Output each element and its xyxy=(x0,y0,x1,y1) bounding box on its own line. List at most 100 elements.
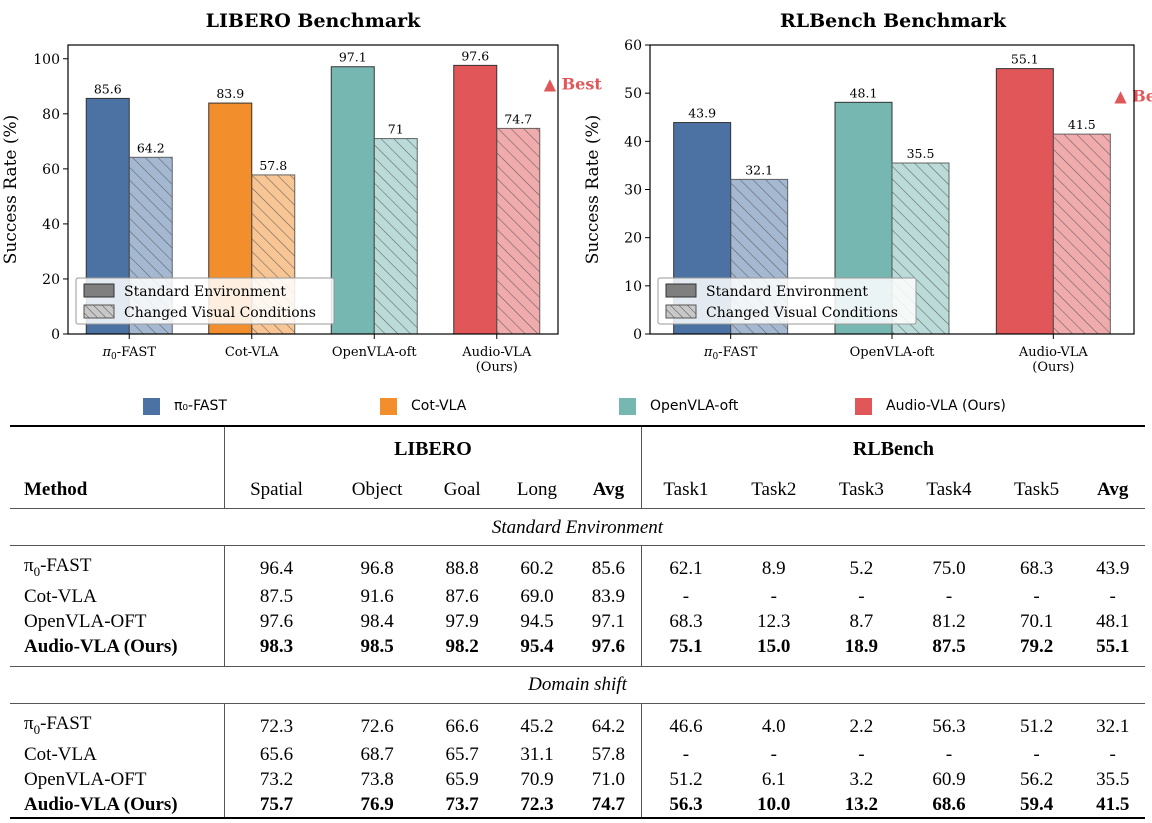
method-name: Audio-VLA (Ours) xyxy=(10,633,225,659)
data-label: 85.6 xyxy=(94,81,122,96)
table-value: 98.3 xyxy=(259,635,294,657)
table-value: 88.8 xyxy=(445,557,479,579)
table-value: 97.1 xyxy=(575,608,642,634)
table-value: 51.2 xyxy=(669,768,703,790)
column-header: Long xyxy=(516,479,558,500)
column-header: Avg xyxy=(1097,479,1129,500)
table-value: 81.2 xyxy=(932,610,966,632)
table-blank xyxy=(224,545,642,553)
y-axis-label: Success Rate (%) xyxy=(583,115,603,265)
x-tick-label: OpenVLA-oft xyxy=(850,345,935,360)
table-value: 96.8 xyxy=(360,557,394,579)
table-value: 70.9 xyxy=(520,768,554,790)
table-section-header: Domain shift xyxy=(10,665,1145,704)
chart-legend: Standard Environment Changed Visual Condi… xyxy=(657,277,917,325)
legend-item: OpenVLA-oft xyxy=(619,394,738,418)
bar-standard xyxy=(330,66,375,335)
data-label: 41.5 xyxy=(1068,117,1096,132)
plot-frame xyxy=(649,44,1135,335)
section-title: Domain shift xyxy=(10,665,1145,704)
table-group-header: LIBERO RLBench xyxy=(10,425,1145,471)
y-tick-label: 20 xyxy=(42,272,60,288)
bottom-legend: π₀-FAST Cot-VLA OpenVLA-oft Audio-VLA (Ours… xyxy=(0,392,1152,422)
y-tick-label: 0 xyxy=(51,327,60,343)
x-tick-label: OpenVLA-oft xyxy=(332,345,417,360)
column-header: Task2 xyxy=(751,479,797,500)
table-row: π0-FAST 96.4 96.8 88.8 60.2 85.6 62.1 8.9 5.2 75.… xyxy=(10,553,1145,584)
table-value: 31.1 xyxy=(520,743,554,765)
section-title: Standard Environment xyxy=(10,508,1145,546)
table-value: - xyxy=(858,585,865,607)
column-header: Task5 xyxy=(1014,479,1060,500)
table-value: 76.9 xyxy=(327,791,427,819)
table-value: - xyxy=(1109,743,1116,765)
table-value: 72.6 xyxy=(360,715,394,737)
table-value: 60.9 xyxy=(932,768,966,790)
data-label: 32.1 xyxy=(745,162,773,177)
table-value: 75.7 xyxy=(224,791,328,819)
table-value: 72.3 xyxy=(259,715,294,737)
table-value: 73.2 xyxy=(259,768,294,790)
data-label: 97.1 xyxy=(339,50,367,65)
legend-label: Cot-VLA xyxy=(411,398,467,414)
column-header: Goal xyxy=(443,479,481,500)
y-tick-label: 20 xyxy=(624,231,642,247)
table-value: 4.0 xyxy=(761,715,786,737)
table-value: 95.4 xyxy=(520,635,554,657)
x-tick-label: π0-FAST xyxy=(101,345,156,362)
data-label: 35.5 xyxy=(907,146,935,161)
table-value: 69.0 xyxy=(520,585,554,607)
table-value: 68.7 xyxy=(360,743,394,765)
table-blank xyxy=(641,702,1145,711)
table-row: OpenVLA-OFT 97.6 98.4 97.9 94.5 97.1 68.3 12.3 8… xyxy=(10,608,1145,634)
table-blank xyxy=(641,545,1145,553)
table-value: 13.2 xyxy=(817,791,906,819)
table-value: 70.1 xyxy=(1019,610,1054,632)
table-value: 32.1 xyxy=(1096,715,1130,737)
table-value: 68.3 xyxy=(1019,557,1054,579)
legend-label-standard: Standard Environment xyxy=(706,284,868,300)
column-header: Spatial xyxy=(250,479,303,500)
best-annotation: ▲ Best xyxy=(1114,87,1152,106)
bar-charts: LIBERO Benchmark Success Rate (%) 0 20 40 60 8… xyxy=(1,10,1152,375)
method-name: Audio-VLA (Ours) xyxy=(10,791,225,819)
table-value: 55.1 xyxy=(1096,635,1130,657)
data-label: 64.2 xyxy=(137,140,165,155)
table-value: 2.2 xyxy=(849,715,874,737)
y-tick-label: 60 xyxy=(624,38,642,54)
legend-label-changed: Changed Visual Conditions xyxy=(706,305,898,321)
table-value: - xyxy=(682,743,690,765)
table-value: 98.5 xyxy=(360,635,394,657)
table-value: 56.2 xyxy=(1019,768,1054,790)
chart-legend: Standard Environment Changed Visual Condi… xyxy=(75,277,335,325)
table-value: - xyxy=(945,585,953,607)
table-value: 45.2 xyxy=(520,715,554,737)
table-row: Cot-VLA 87.5 91.6 87.6 69.0 83.9 - - - - - - xyxy=(10,583,1145,609)
table-value: - xyxy=(858,743,865,765)
table-value: 85.6 xyxy=(575,553,642,584)
y-tick-label: 30 xyxy=(624,183,642,199)
table-blank xyxy=(224,702,642,711)
table-value: 96.4 xyxy=(259,557,294,579)
bar-changed-hatch xyxy=(373,138,418,335)
table-value: 8.9 xyxy=(761,557,786,579)
legend-swatch xyxy=(619,397,636,415)
legend-item: π₀-FAST xyxy=(143,394,227,418)
table-value: 68.3 xyxy=(669,610,703,632)
legend-swatch-standard xyxy=(83,283,115,298)
table-value: - xyxy=(770,585,777,607)
table-value: 91.6 xyxy=(360,585,394,607)
x-tick-label: Audio-VLA (Ours) xyxy=(1018,345,1089,375)
table-blank xyxy=(10,425,225,471)
column-header: Task1 xyxy=(663,479,709,500)
column-header: Task4 xyxy=(926,479,972,500)
data-label: 74.7 xyxy=(504,111,532,126)
data-label: 57.8 xyxy=(259,158,287,173)
table-value: 97.6 xyxy=(575,633,642,659)
table-row: OpenVLA-OFT 73.2 73.8 65.9 70.9 71.0 51.2 6.1 3.… xyxy=(10,766,1145,792)
table-blank xyxy=(10,658,225,667)
best-annotation: ▲ Best xyxy=(544,74,603,93)
table-value: 5.2 xyxy=(849,557,874,579)
method-name: OpenVLA-OFT xyxy=(10,766,225,792)
table-row: Cot-VLA 65.6 68.7 65.7 31.1 57.8 - - - - - - xyxy=(10,741,1145,767)
